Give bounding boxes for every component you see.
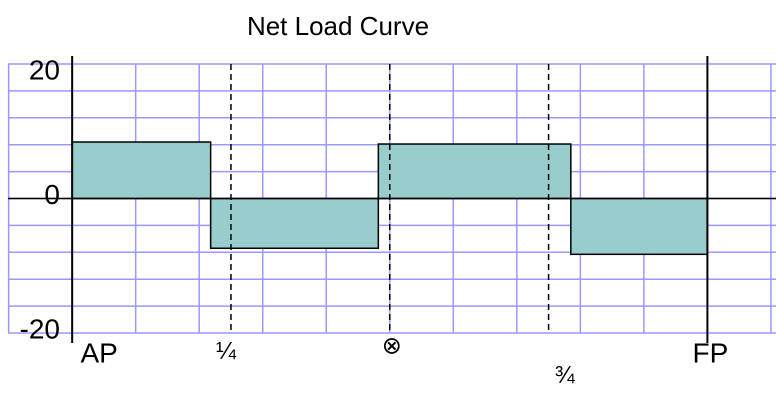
bar — [71, 141, 212, 200]
x-tick-label: ⊗ — [382, 332, 402, 359]
x-tick-label: FP — [693, 337, 729, 368]
x-tick-label: ¾ — [555, 361, 576, 388]
x-tick-label: ¼ — [216, 337, 237, 364]
bar — [209, 197, 380, 250]
x-tick-label: AP — [80, 337, 117, 368]
chart-title: Net Load Curve — [247, 11, 429, 41]
bar — [570, 197, 709, 256]
bar — [377, 143, 572, 200]
y-tick-label: -20 — [20, 313, 60, 344]
y-tick-label: 0 — [44, 179, 60, 210]
y-tick-label: 20 — [29, 54, 60, 85]
